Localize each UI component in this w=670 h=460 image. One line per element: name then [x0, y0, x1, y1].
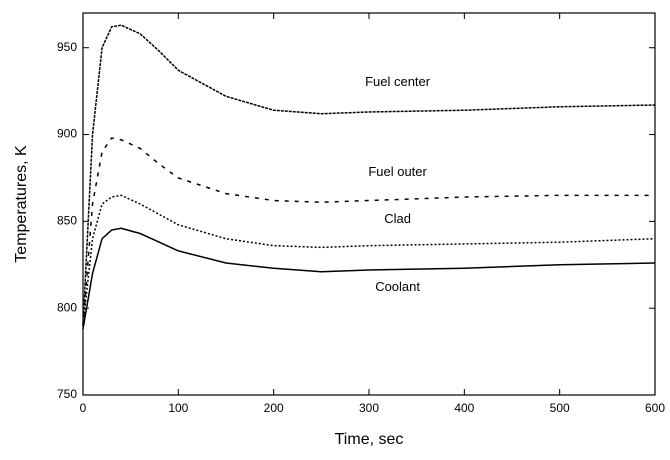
series-label: Fuel center	[365, 74, 431, 89]
y-tick-label: 950	[57, 40, 77, 54]
series-label: Clad	[384, 211, 411, 226]
x-tick-label: 600	[645, 401, 665, 415]
y-axis-title: Temperatures, K	[13, 145, 30, 263]
x-tick-label: 100	[168, 401, 188, 415]
y-tick-label: 900	[57, 127, 77, 141]
y-tick-label: 750	[57, 387, 77, 401]
x-tick-label: 300	[359, 401, 379, 415]
x-tick-label: 200	[264, 401, 284, 415]
series-label: Coolant	[375, 279, 420, 294]
series-label: Fuel outer	[368, 164, 427, 179]
x-axis-title: Time, sec	[335, 431, 404, 448]
series-line	[82, 137, 655, 326]
plot-frame	[82, 12, 656, 396]
y-tick-label: 850	[57, 214, 77, 228]
x-tick-label: 0	[80, 401, 87, 415]
series-line	[82, 24, 656, 326]
series-line	[82, 194, 656, 326]
series-line	[82, 227, 656, 330]
x-tick-label: 500	[550, 401, 570, 415]
y-tick-label: 800	[57, 300, 77, 314]
x-tick-label: 400	[454, 401, 474, 415]
